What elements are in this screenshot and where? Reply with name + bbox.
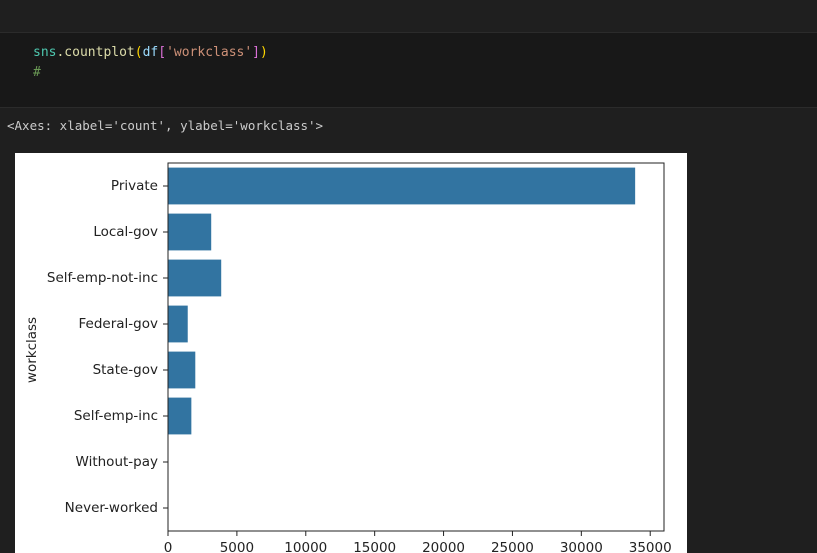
- x-tick-label: 35000: [629, 540, 672, 553]
- y-tick-label: Private: [111, 178, 158, 194]
- y-tick-label: Local-gov: [93, 224, 158, 240]
- top-bar: [0, 0, 817, 33]
- x-tick-label: 20000: [422, 540, 465, 553]
- x-tick-label: 5000: [220, 540, 254, 553]
- bar: [168, 213, 212, 251]
- code-token: 'workclass': [166, 45, 253, 60]
- code-cell[interactable]: sns.countplot(df['workclass']) #: [0, 33, 817, 108]
- code-token: (: [134, 45, 143, 60]
- x-tick-label: 0: [164, 540, 173, 553]
- code-token: df: [142, 45, 159, 60]
- y-tick-label: Without-pay: [76, 454, 158, 470]
- bar: [168, 397, 192, 435]
- code-token: ): [260, 45, 268, 60]
- x-tick-label: 30000: [560, 540, 603, 553]
- bar: [168, 305, 188, 343]
- chart: workclass 0 5000 10000 15000 20000 25000 30000…: [15, 153, 687, 553]
- code-token: [: [158, 45, 167, 60]
- y-tick-label: Self-emp-not-inc: [47, 270, 158, 286]
- code-line: sns.countplot(df['workclass']): [33, 45, 268, 60]
- y-tick-label: Federal-gov: [79, 316, 158, 332]
- bar: [168, 259, 222, 297]
- y-tick-label: Self-emp-inc: [74, 408, 158, 424]
- x-tick-label: 10000: [284, 540, 327, 553]
- output-text: <Axes: xlabel='count', ylabel='workclass…: [7, 118, 324, 133]
- y-axis-label: workclass: [24, 317, 40, 383]
- y-tick-label: Never-worked: [65, 500, 158, 516]
- code-token: ]: [252, 45, 260, 60]
- code-comment: #: [33, 65, 41, 80]
- code-token: sns: [33, 45, 57, 60]
- x-tick-label: 15000: [353, 540, 396, 553]
- code-token: .countplot: [56, 45, 135, 60]
- axes-frame: [167, 162, 665, 532]
- bar: [168, 351, 196, 389]
- x-tick-label: 25000: [491, 540, 534, 553]
- bar: [168, 167, 636, 205]
- y-tick-label: State-gov: [93, 362, 158, 378]
